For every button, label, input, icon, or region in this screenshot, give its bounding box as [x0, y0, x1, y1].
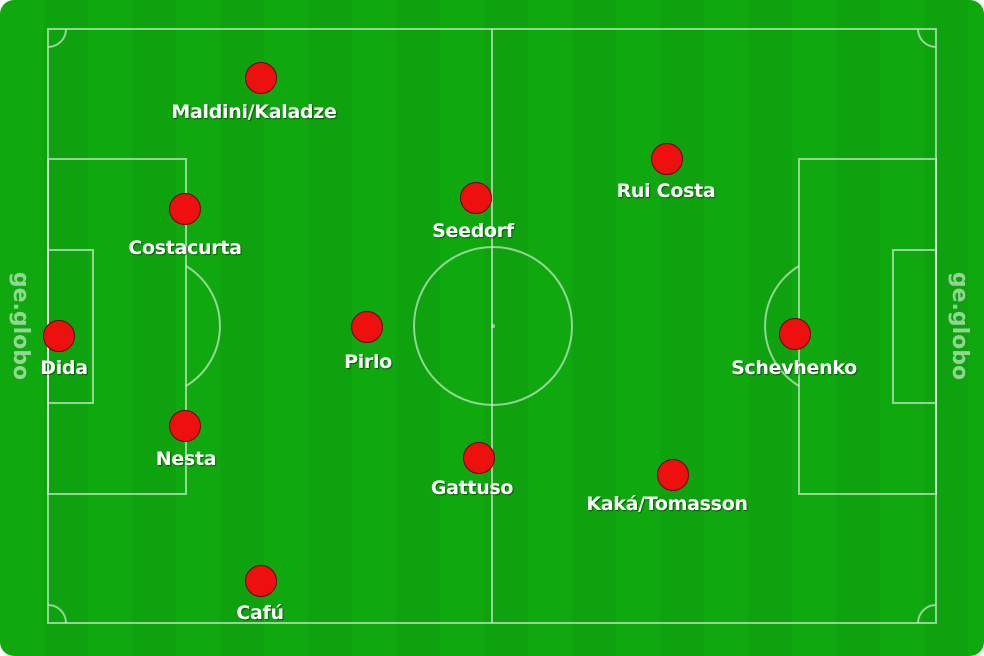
- player-marker: [169, 410, 201, 442]
- player-name: Nesta: [155, 448, 217, 470]
- player-name: Seedorf: [432, 220, 514, 242]
- player-name: Rui Costa: [616, 180, 716, 202]
- player-marker: [245, 565, 277, 597]
- left-penalty-arc: [185, 265, 221, 387]
- right-penalty-arc: [764, 265, 800, 387]
- player-marker: [779, 318, 811, 350]
- player-name: Maldini/Kaladze: [171, 101, 337, 123]
- player-name: Costacurta: [128, 237, 242, 259]
- player-name: Dida: [40, 357, 88, 379]
- player-name: Schevhenko: [731, 357, 857, 379]
- player-marker: [351, 311, 383, 343]
- center-spot: [491, 324, 495, 328]
- corner-arc-bottom-right: [917, 604, 937, 624]
- player-marker: [463, 442, 495, 474]
- player-marker: [460, 182, 492, 214]
- player-name: Kaká/Tomasson: [586, 493, 748, 515]
- corner-arc-top-left: [47, 28, 67, 48]
- player-name: Pirlo: [344, 351, 392, 373]
- corner-arc-bottom-left: [47, 604, 67, 624]
- brand-watermark-left: ge.globo: [8, 271, 33, 381]
- player-name: Gattuso: [430, 477, 514, 499]
- center-circle: [413, 246, 573, 406]
- player-marker: [245, 62, 277, 94]
- right-goal-area: [892, 249, 937, 404]
- player-marker: [169, 193, 201, 225]
- right-penalty-area: [798, 158, 937, 495]
- corner-arc-top-right: [917, 28, 937, 48]
- player-marker: [657, 459, 689, 491]
- player-name: Cafú: [236, 602, 284, 624]
- player-marker: [651, 143, 683, 175]
- player-marker: [43, 320, 75, 352]
- brand-watermark-right: ge.globo: [947, 271, 972, 381]
